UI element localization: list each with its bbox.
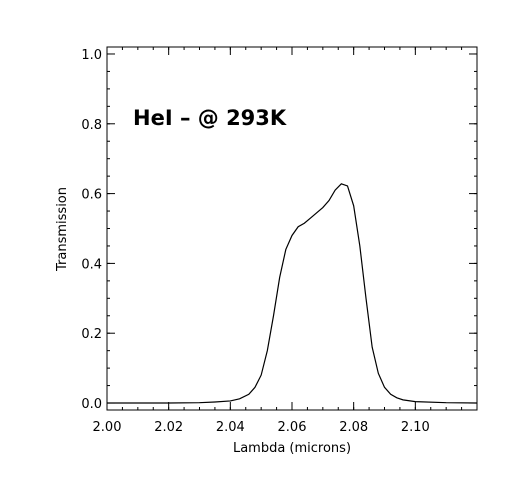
y-axis-title: Transmission bbox=[55, 187, 70, 272]
y-tick-label: 0.2 bbox=[81, 327, 102, 342]
plot-frame bbox=[106, 46, 478, 411]
y-tick-label: 0.4 bbox=[81, 257, 102, 272]
y-tick-label: 1.0 bbox=[81, 48, 102, 63]
x-tick-label: 2.00 bbox=[93, 420, 122, 435]
x-axis-title: Lambda (microns) bbox=[233, 441, 351, 456]
x-tick-label: 2.02 bbox=[154, 420, 183, 435]
transmission-curve bbox=[107, 183, 478, 404]
x-tick-label: 2.06 bbox=[278, 420, 307, 435]
x-tick-label: 2.10 bbox=[401, 420, 430, 435]
y-tick-label: 0.0 bbox=[81, 397, 102, 412]
y-tick-label: 0.6 bbox=[81, 188, 102, 203]
y-tick-label: 0.8 bbox=[81, 118, 102, 133]
x-axis-ticks: 2.00 2.02 2.04 2.06 2.08 2.10 bbox=[93, 47, 478, 435]
x-tick-label: 2.04 bbox=[216, 420, 245, 435]
y-axis-ticks: 0.0 0.2 0.4 0.6 0.8 1.0 bbox=[81, 48, 477, 412]
chart-annotation: HeI – @ 293K bbox=[133, 106, 287, 130]
x-tick-label: 2.08 bbox=[339, 420, 368, 435]
